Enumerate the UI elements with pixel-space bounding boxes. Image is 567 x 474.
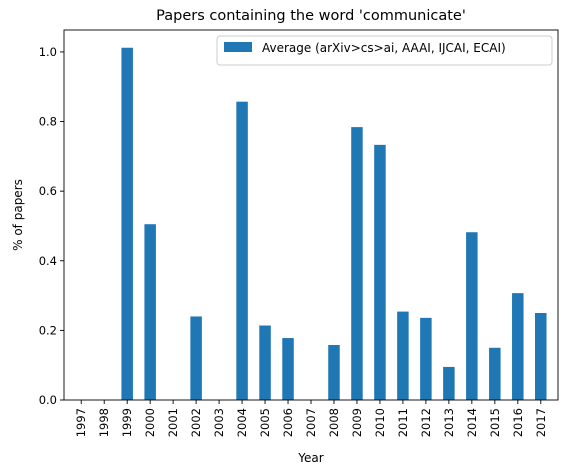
x-tick-label: 2012 bbox=[419, 408, 433, 437]
y-axis-label: % of papers bbox=[11, 179, 25, 251]
y-tick-label: 0.8 bbox=[39, 115, 57, 129]
x-tick-label: 2017 bbox=[534, 408, 548, 437]
plot-frame bbox=[63, 29, 559, 401]
legend-swatch bbox=[224, 42, 252, 52]
x-tick-label: 2007 bbox=[304, 408, 318, 437]
x-tick-label: 2008 bbox=[327, 408, 341, 437]
x-tick-label: 2004 bbox=[235, 408, 249, 437]
bar-2002 bbox=[190, 316, 202, 400]
x-tick-label: 2001 bbox=[166, 408, 180, 437]
x-tick-label: 2013 bbox=[442, 408, 456, 437]
x-tick-label: 2014 bbox=[465, 408, 479, 437]
bar-2015 bbox=[489, 347, 501, 400]
x-tick-label: 1997 bbox=[74, 408, 88, 437]
y-tick-label: 0.0 bbox=[39, 393, 57, 407]
bar-2000 bbox=[144, 224, 156, 400]
x-tick-label: 2000 bbox=[143, 408, 157, 437]
y-axis-ticks: 0.0 0.2 0.4 0.6 0.8 1.0 bbox=[39, 45, 64, 407]
bar-2014 bbox=[466, 232, 478, 400]
bar-2012 bbox=[420, 317, 432, 400]
bar-2017 bbox=[535, 312, 547, 400]
bar-2011 bbox=[397, 311, 409, 400]
y-tick-label: 1.0 bbox=[39, 45, 57, 59]
x-tick-label: 2006 bbox=[281, 408, 295, 437]
x-axis-label: Year bbox=[297, 451, 323, 465]
legend-label: Average (arXiv>cs>ai, AAAI, IJCAI, ECAI) bbox=[262, 41, 506, 55]
x-tick-label: 2016 bbox=[511, 408, 525, 437]
x-tick-label: 2005 bbox=[258, 408, 272, 437]
x-tick-label: 2015 bbox=[488, 408, 502, 437]
x-tick-label: 2011 bbox=[396, 408, 410, 437]
bar-2013 bbox=[443, 366, 455, 400]
y-tick-label: 0.2 bbox=[39, 323, 57, 337]
bars-group bbox=[121, 47, 547, 401]
y-tick-label: 0.6 bbox=[39, 184, 57, 198]
bar-2010 bbox=[374, 144, 386, 400]
chart-title: Papers containing the word 'communicate' bbox=[156, 8, 466, 24]
bar-2008 bbox=[328, 345, 340, 400]
bar-2005 bbox=[259, 325, 271, 400]
x-tick-label: 2003 bbox=[212, 408, 226, 437]
x-tick-label: 2002 bbox=[189, 408, 203, 437]
x-axis-ticks: 1997 1998 1999 2000 2001 2002 2003 2004 2005 2006… bbox=[74, 400, 548, 437]
x-tick-label: 2009 bbox=[350, 408, 364, 437]
bar-2006 bbox=[282, 338, 294, 400]
bar-1999 bbox=[121, 47, 133, 400]
x-tick-label: 1998 bbox=[97, 408, 111, 437]
legend-box bbox=[216, 35, 553, 66]
x-tick-label: 1999 bbox=[120, 408, 134, 437]
y-tick-label: 0.4 bbox=[39, 254, 57, 268]
legend: Average (arXiv>cs>ai, AAAI, IJCAI, ECAI) bbox=[216, 35, 553, 66]
bar-2016 bbox=[512, 293, 524, 400]
bar-2004 bbox=[236, 101, 248, 400]
bar-2009 bbox=[351, 127, 363, 401]
x-tick-label: 2010 bbox=[373, 408, 387, 437]
